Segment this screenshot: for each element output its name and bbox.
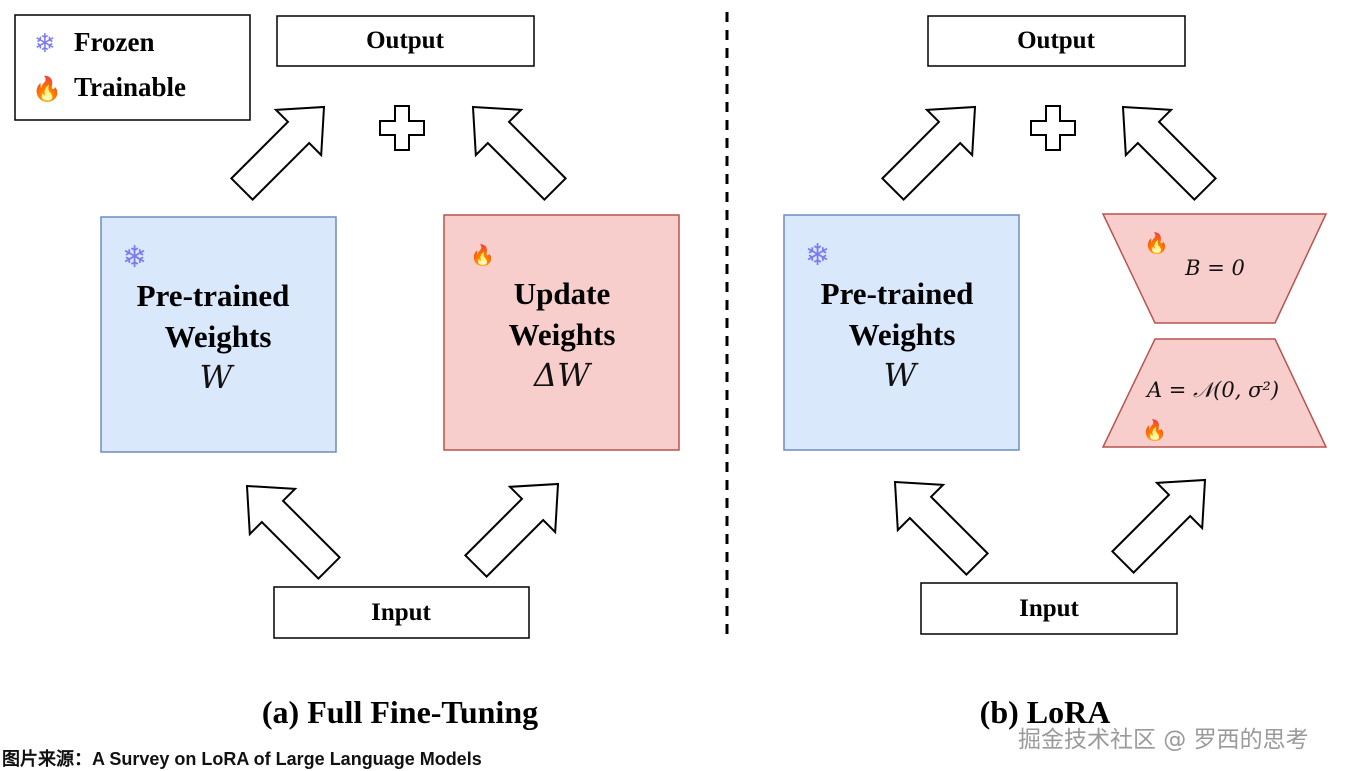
fire-icon: 🔥: [1144, 231, 1169, 255]
w-symbol: W: [884, 356, 920, 394]
plus-icon: [1030, 105, 1076, 151]
pretrained-weights-box: [783, 214, 1020, 451]
pretrained-label-2: Weights: [849, 317, 956, 352]
input-label: Input: [1019, 595, 1079, 622]
w-symbol: W: [200, 358, 236, 396]
source-note: 图片来源：A Survey on LoRA of Large Language …: [2, 749, 482, 769]
output-box: [276, 15, 535, 67]
fire-icon: 🔥: [32, 75, 62, 103]
input-label: Input: [371, 599, 431, 626]
pretrained-weights-box: [100, 216, 337, 453]
update-label-1: Update: [514, 276, 610, 311]
watermark: 掘金技术社区 @ 罗西的思考: [1018, 727, 1309, 753]
legend: ❄ Frozen 🔥 Trainable: [14, 14, 251, 121]
update-label-2: Weights: [509, 317, 616, 352]
arrow-up-right-icon: [452, 460, 582, 590]
caption-b: (b) LoRA: [980, 694, 1111, 730]
legend-trainable: Trainable: [74, 72, 186, 102]
arrow-up-right-icon: [1099, 456, 1229, 586]
arrow-up-left-icon: [1099, 83, 1229, 213]
fire-icon: 🔥: [470, 243, 495, 267]
arrow-up-right-icon: [869, 83, 999, 213]
plus-icon: [379, 105, 425, 151]
snowflake-icon: ❄: [34, 29, 56, 58]
input-box: [920, 582, 1178, 635]
legend-frozen: Frozen: [74, 27, 154, 57]
fire-icon: 🔥: [1142, 418, 1167, 442]
lora-panel: Output ❄ Pre-trained Weights W 🔥 B = 0 A…: [783, 15, 1328, 730]
a-equals-normal: A = 𝒩(0, σ²): [1145, 378, 1279, 402]
pretrained-label-1: Pre-trained: [821, 276, 974, 311]
delta-w-symbol: ΔW: [532, 356, 593, 394]
input-box: [273, 586, 530, 639]
b-equals-zero: B = 0: [1184, 256, 1245, 280]
caption-a: (a) Full Fine-Tuning: [262, 694, 538, 730]
arrow-up-left-icon: [223, 462, 353, 592]
snowflake-icon: ❄: [805, 239, 830, 272]
pretrained-label-1: Pre-trained: [137, 278, 290, 313]
full-finetuning-panel: Output ❄ Pre-trained Weights W 🔥 Update …: [100, 15, 680, 730]
output-box: [927, 15, 1186, 67]
output-label: Output: [1017, 27, 1095, 54]
update-weights-box: [443, 214, 680, 451]
snowflake-icon: ❄: [122, 241, 147, 274]
output-label: Output: [366, 27, 444, 54]
arrow-up-left-icon: [449, 83, 579, 213]
matrix-a-trapezoid: [1101, 338, 1328, 448]
arrow-up-left-icon: [871, 458, 1001, 588]
matrix-b-trapezoid: [1101, 213, 1328, 324]
pretrained-label-2: Weights: [165, 319, 272, 354]
